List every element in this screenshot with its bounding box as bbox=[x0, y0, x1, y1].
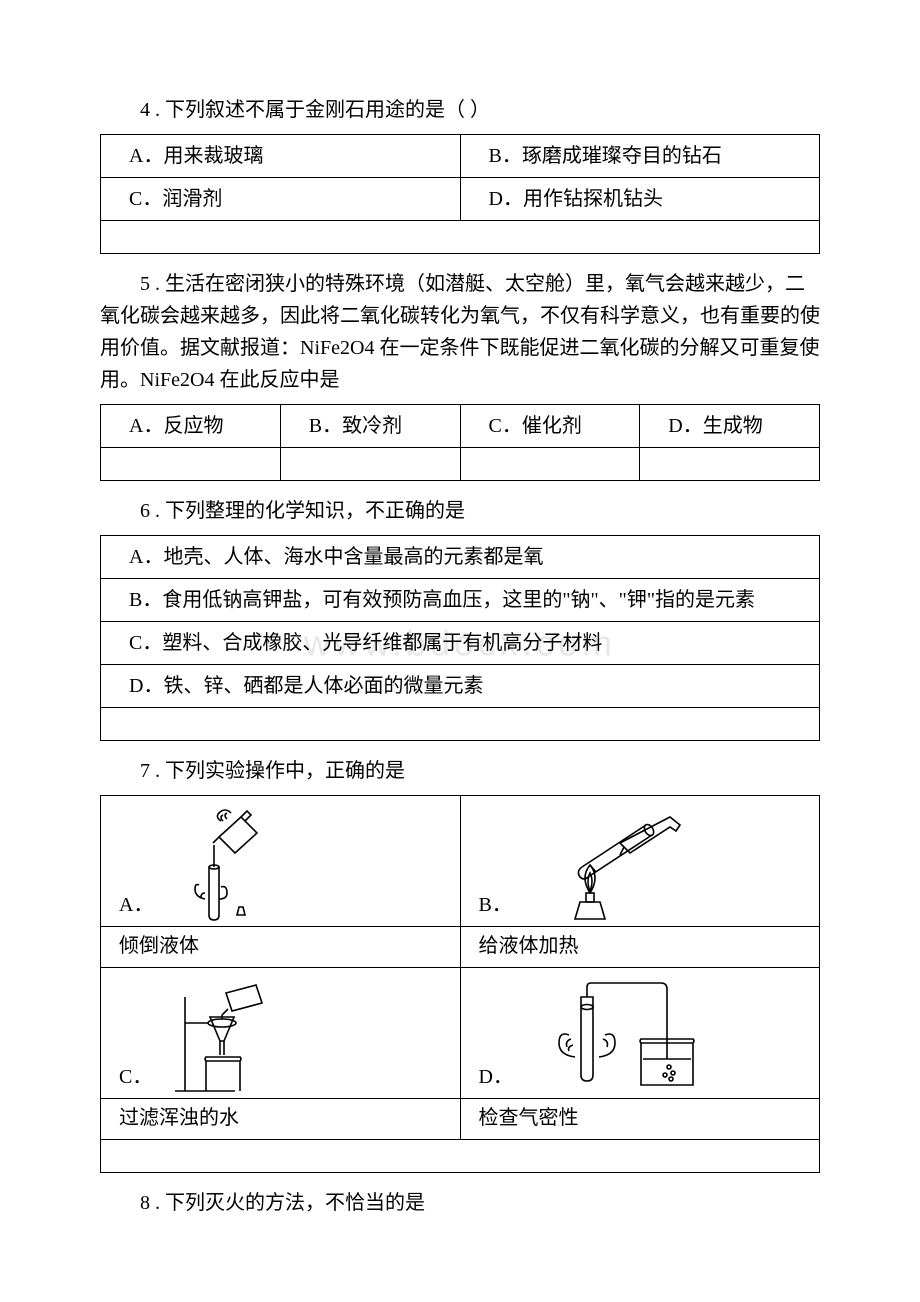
q6-opt-a: A．地壳、人体、海水中含量最高的元素都是氧 bbox=[101, 536, 820, 579]
question-7-text: 7 . 下列实验操作中，正确的是 bbox=[100, 755, 820, 787]
q7-blank-row bbox=[101, 1140, 820, 1173]
q7-label-d: D． bbox=[479, 1060, 513, 1094]
q6-options-table: A．地壳、人体、海水中含量最高的元素都是氧 B．食用低钠高钾盐，可有效预防高血压… bbox=[100, 535, 820, 741]
q7-caption-d: 检查气密性 bbox=[460, 1099, 820, 1140]
q5-opt-c: C．催化剂 bbox=[460, 405, 640, 448]
q4-blank-row bbox=[101, 221, 820, 254]
q5-opt-a: A．反应物 bbox=[101, 405, 281, 448]
question-4-text: 4 . 下列叙述不属于金刚石用途的是（ ） bbox=[100, 94, 820, 126]
q7-options-table: A． bbox=[100, 795, 820, 1173]
q7-label-a: A． bbox=[119, 888, 153, 922]
pour-liquid-icon bbox=[161, 807, 271, 922]
question-6-text: 6 . 下列整理的化学知识，不正确的是 bbox=[100, 495, 820, 527]
q7-label-c: C． bbox=[119, 1060, 152, 1094]
q7-cell-b: B． bbox=[460, 796, 820, 927]
q7-cell-c: C． bbox=[101, 968, 461, 1099]
q4-opt-b: B．琢磨成璀璨夺目的钻石 bbox=[460, 135, 820, 178]
q5-blank-d bbox=[640, 448, 820, 481]
q7-caption-a: 倾倒液体 bbox=[101, 927, 461, 968]
airtight-check-icon bbox=[521, 979, 721, 1094]
q6-opt-d: D．铁、锌、硒都是人体必面的微量元素 bbox=[101, 665, 820, 708]
q7-caption-c: 过滤浑浊的水 bbox=[101, 1099, 461, 1140]
question-5-text: 5 . 生活在密闭狭小的特殊环境（如潜艇、太空舱）里，氧气会越来越少，二氧化碳会… bbox=[100, 268, 820, 396]
heat-liquid-icon bbox=[520, 807, 690, 922]
q5-opt-d: D．生成物 bbox=[640, 405, 820, 448]
q6-opt-b: B．食用低钠高钾盐，可有效预防高血压，这里的"钠"、"钾"指的是元素 bbox=[101, 579, 820, 622]
q5-blank-a bbox=[101, 448, 281, 481]
q7-label-b: B． bbox=[479, 888, 512, 922]
q5-blank-c bbox=[460, 448, 640, 481]
q5-blank-b bbox=[280, 448, 460, 481]
q6-blank-row bbox=[101, 708, 820, 741]
q4-options-table: A．用来裁玻璃 B．琢磨成璀璨夺目的钻石 C．润滑剂 D．用作钻探机钻头 bbox=[100, 134, 820, 254]
q6-opt-c: www.bdocx.com C．塑料、合成橡胶、光导纤维都属于有机高分子材料 bbox=[101, 622, 820, 665]
filter-water-icon bbox=[160, 979, 290, 1094]
q4-opt-a: A．用来裁玻璃 bbox=[101, 135, 461, 178]
q5-options-table: A．反应物 B．致冷剂 C．催化剂 D．生成物 bbox=[100, 404, 820, 481]
q5-opt-b: B．致冷剂 bbox=[280, 405, 460, 448]
q4-opt-c: C．润滑剂 bbox=[101, 178, 461, 221]
q7-caption-b: 给液体加热 bbox=[460, 927, 820, 968]
question-8-text: 8 . 下列灭火的方法，不恰当的是 bbox=[100, 1187, 820, 1219]
q7-cell-a: A． bbox=[101, 796, 461, 927]
q7-cell-d: D． bbox=[460, 968, 820, 1099]
q4-opt-d: D．用作钻探机钻头 bbox=[460, 178, 820, 221]
